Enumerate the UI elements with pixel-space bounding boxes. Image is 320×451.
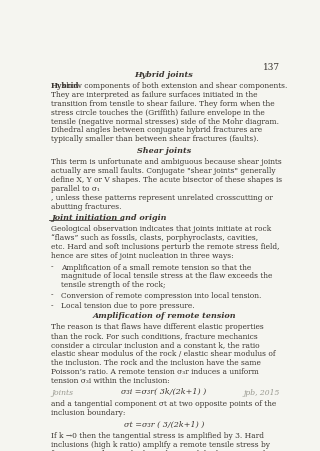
Text: Amplification of a small remote tension so that the: Amplification of a small remote tension … bbox=[60, 263, 251, 271]
Text: transition from tensile to shear failure. They form when the: transition from tensile to shear failure… bbox=[51, 100, 275, 108]
Text: tensile strength of the rock;: tensile strength of the rock; bbox=[60, 281, 165, 289]
Text: abutting fractures.: abutting fractures. bbox=[51, 202, 122, 210]
Text: inclusions (high k ratio) amplify a remote tensile stress by: inclusions (high k ratio) amplify a remo… bbox=[51, 440, 270, 448]
Text: σ₃i =σ₃r( 3k/(2k+1) ): σ₃i =σ₃r( 3k/(2k+1) ) bbox=[121, 387, 207, 396]
Text: Conversion of remote compression into local tension.: Conversion of remote compression into lo… bbox=[60, 291, 261, 299]
Text: actually are small faults. Conjugate "shear joints" generally: actually are small faults. Conjugate "sh… bbox=[51, 166, 276, 175]
Text: tension σ₃i within the inclusion:: tension σ₃i within the inclusion: bbox=[51, 376, 170, 384]
Text: inclusion boundary:: inclusion boundary: bbox=[51, 408, 125, 416]
Text: parallel to σ₁: parallel to σ₁ bbox=[51, 184, 100, 192]
Text: Dihedral angles between conjugate hybrid fractures are: Dihedral angles between conjugate hybrid… bbox=[51, 126, 262, 134]
Text: consider a circular inclusion and a constant k, the ratio: consider a circular inclusion and a cons… bbox=[51, 340, 260, 348]
Text: -: - bbox=[51, 263, 54, 271]
Text: Geological observation indicates that joints initiate at rock: Geological observation indicates that jo… bbox=[51, 225, 271, 233]
Text: typically smaller than between shear fractures (faults).: typically smaller than between shear fra… bbox=[51, 135, 259, 143]
Text: Local tension due to pore pressure.: Local tension due to pore pressure. bbox=[60, 301, 194, 309]
Text: magnitude of local tensile stress at the flaw exceeds the: magnitude of local tensile stress at the… bbox=[60, 272, 272, 280]
Text: than the rock. For such conditions, fracture mechanics: than the rock. For such conditions, frac… bbox=[51, 331, 258, 340]
Text: stress circle touches the (Griffith) failure envelope in the: stress circle touches the (Griffith) fai… bbox=[51, 109, 265, 116]
Text: show components of both extension and shear components.: show components of both extension and sh… bbox=[60, 82, 287, 90]
Text: This term is unfortunate and ambiguous because shear joints: This term is unfortunate and ambiguous b… bbox=[51, 158, 282, 166]
Text: jpb, 2015: jpb, 2015 bbox=[243, 388, 279, 396]
Text: If k →0 then the tangential stress is amplified by 3. Hard: If k →0 then the tangential stress is am… bbox=[51, 432, 264, 439]
Text: factors up to 1.5 inside the inclusion while the tangential: factors up to 1.5 inside the inclusion w… bbox=[51, 449, 266, 451]
Text: Hybrid joints: Hybrid joints bbox=[135, 71, 193, 79]
Text: and a tangential component σt at two opposite points of the: and a tangential component σt at two opp… bbox=[51, 399, 276, 407]
Text: σt =σ₃r ( 3/(2k+1) ): σt =σ₃r ( 3/(2k+1) ) bbox=[124, 419, 204, 428]
Text: Shear joints: Shear joints bbox=[137, 147, 191, 155]
Text: define X, Y or V shapes. The acute bisector of these shapes is: define X, Y or V shapes. The acute bisec… bbox=[51, 175, 282, 184]
Text: -: - bbox=[51, 301, 54, 309]
Text: The reason is that flaws have different elastic properties: The reason is that flaws have different … bbox=[51, 322, 264, 331]
Text: Poisson’s ratio. A remote tension σ₃r induces a uniform: Poisson’s ratio. A remote tension σ₃r in… bbox=[51, 367, 259, 375]
Text: Hybrid: Hybrid bbox=[51, 82, 80, 90]
Text: “flaws” such as fossils, clasts, porphyroclasts, cavities,: “flaws” such as fossils, clasts, porphyr… bbox=[51, 234, 258, 242]
Text: -: - bbox=[51, 291, 54, 299]
Text: Amplification of remote tension: Amplification of remote tension bbox=[92, 312, 236, 319]
Text: tensile (negative normal stresses) side of the Mohr diagram.: tensile (negative normal stresses) side … bbox=[51, 117, 279, 125]
Text: etc. Hard and soft inclusions perturb the remote stress field,: etc. Hard and soft inclusions perturb th… bbox=[51, 243, 280, 250]
Text: They are interpreted as failure surfaces initiated in the: They are interpreted as failure surfaces… bbox=[51, 91, 258, 99]
Text: , unless these patterns represent unrelated crosscutting or: , unless these patterns represent unrela… bbox=[51, 193, 273, 201]
Text: hence are sites of joint nucleation in three ways:: hence are sites of joint nucleation in t… bbox=[51, 251, 234, 259]
Text: elastic shear modulus of the rock / elastic shear modulus of: elastic shear modulus of the rock / elas… bbox=[51, 349, 276, 357]
Text: Joint initiation and origin: Joint initiation and origin bbox=[51, 214, 167, 222]
Text: 137: 137 bbox=[263, 63, 281, 72]
Text: the inclusion. The rock and the inclusion have the same: the inclusion. The rock and the inclusio… bbox=[51, 358, 261, 366]
Text: Joints: Joints bbox=[51, 388, 73, 396]
